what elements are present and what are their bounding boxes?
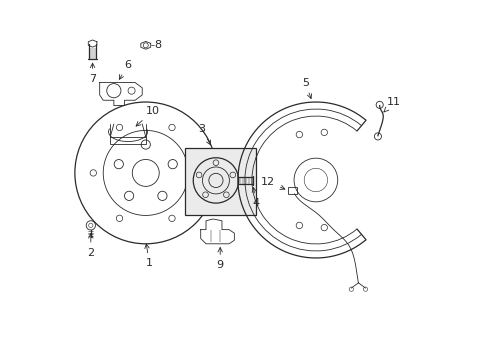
Circle shape (114, 159, 123, 169)
Text: 1: 1 (145, 244, 153, 268)
Circle shape (321, 129, 327, 136)
Text: 6: 6 (119, 60, 131, 79)
Bar (288, 188, 297, 194)
Circle shape (296, 131, 302, 138)
Circle shape (169, 124, 175, 131)
Circle shape (141, 140, 150, 149)
Circle shape (230, 172, 236, 178)
Text: 11: 11 (384, 97, 401, 112)
Text: 10: 10 (136, 106, 160, 126)
Text: 7: 7 (89, 63, 96, 84)
Text: 5: 5 (302, 77, 312, 99)
Text: 3: 3 (198, 123, 211, 145)
Text: 12: 12 (261, 177, 285, 189)
Circle shape (168, 159, 177, 169)
Circle shape (294, 158, 338, 202)
Circle shape (213, 160, 219, 166)
Text: 9: 9 (217, 248, 224, 270)
Circle shape (90, 170, 97, 176)
Circle shape (124, 191, 134, 201)
Bar (185, 148, 256, 215)
Text: 2: 2 (87, 234, 95, 258)
Circle shape (223, 192, 229, 198)
Text: 8: 8 (155, 40, 162, 50)
Circle shape (158, 191, 167, 201)
Circle shape (116, 124, 122, 131)
Circle shape (196, 172, 202, 178)
Circle shape (195, 170, 201, 176)
Circle shape (321, 224, 327, 231)
Circle shape (169, 215, 175, 221)
Circle shape (203, 192, 208, 198)
Circle shape (116, 215, 122, 221)
Circle shape (296, 222, 302, 229)
Bar (110, 137, 146, 144)
Text: 4: 4 (252, 188, 260, 208)
